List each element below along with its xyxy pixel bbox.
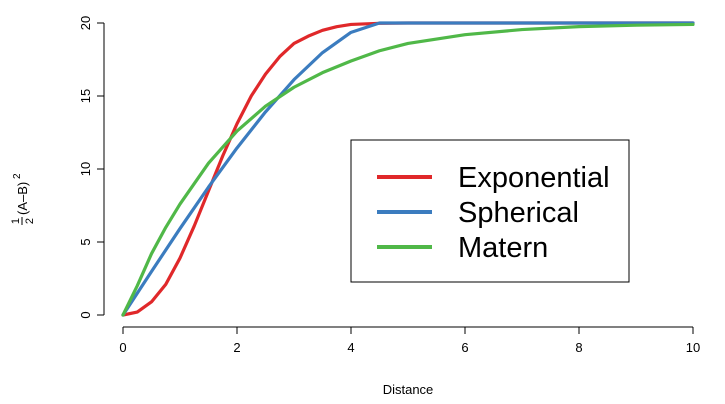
y-label-power: 2 [12,173,23,179]
y-tick-label: 10 [78,162,93,176]
legend-label-matern: Matern [458,232,548,264]
y-tick-label: 5 [78,238,93,245]
x-axis-label: Distance [383,382,434,397]
legend-label-spherical: Spherical [458,197,579,229]
x-axis-ticks: 0 2 4 6 8 10 [119,327,700,355]
y-tick-label: 0 [78,311,93,318]
y-label-frac-den: 2 [24,218,36,224]
y-axis-label: 1 2 (A–B) 2 [10,173,36,225]
legend-label-exponential: Exponential [458,162,610,194]
x-tick-label: 2 [233,340,240,355]
x-tick-label: 6 [461,340,468,355]
series-line-matern [121,22,695,317]
y-tick-label: 20 [78,16,93,30]
y-label-expr: (A–B) [15,182,30,215]
y-label-frac-num: 1 [10,218,22,224]
series-lines [121,21,695,317]
series-line-spherical [121,21,695,317]
x-tick-label: 4 [347,340,354,355]
x-tick-label: 10 [686,340,700,355]
y-axis-ticks: 0 5 10 15 20 [78,16,104,319]
y-tick-label: 15 [78,89,93,103]
x-tick-label: 8 [575,340,582,355]
x-tick-label: 0 [119,340,126,355]
